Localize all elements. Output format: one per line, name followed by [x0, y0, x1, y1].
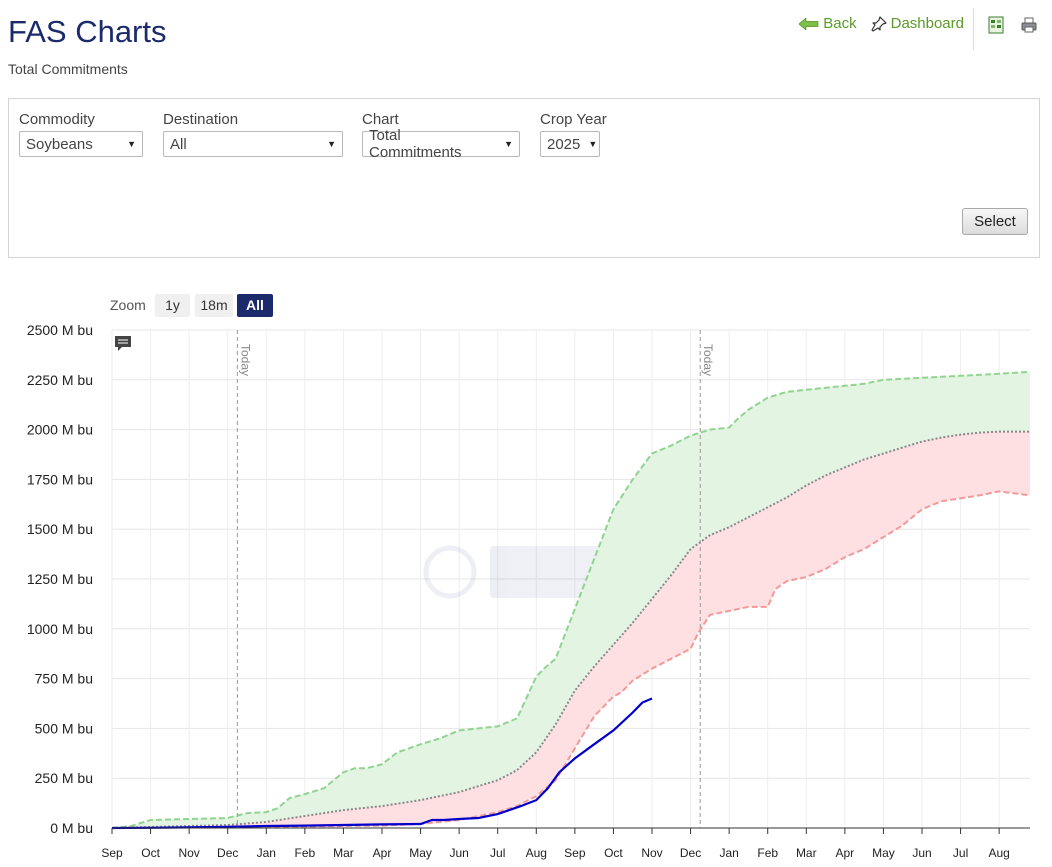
crop-year-value: 2025: [547, 135, 581, 153]
y-tick-label: 0 M bu: [50, 820, 93, 836]
page-title: FAS Charts: [8, 14, 167, 49]
current-series-line: [111, 697, 653, 830]
zoom-label: Zoom: [110, 297, 146, 313]
x-tick-label: May: [872, 846, 895, 860]
destination-field: Destination All ▼: [163, 111, 343, 157]
x-tick-label: Jul: [490, 846, 505, 860]
back-arrow-icon: [799, 17, 819, 30]
x-tick-label: Nov: [641, 846, 662, 860]
today-marker-label: Today: [238, 344, 252, 376]
crop-year-label: Crop Year: [540, 111, 607, 128]
x-tick-label: Oct: [141, 846, 160, 860]
commodity-label: Commodity: [19, 111, 95, 128]
destination-label: Destination: [163, 111, 239, 128]
x-tick-label: Jun: [912, 846, 931, 860]
chart-type-label: Chart: [362, 111, 399, 128]
commodity-field: Commodity Soybeans ▼: [19, 111, 143, 157]
min-series-line: [111, 490, 1031, 829]
y-tick-label: 2500 M bu: [27, 322, 93, 338]
crop-year-select[interactable]: 2025 ▼: [540, 131, 600, 157]
commodity-value: Soybeans: [26, 135, 93, 153]
chart-type-field: Chart Total Commitments ▼: [362, 111, 520, 161]
x-tick-label: Feb: [295, 846, 316, 860]
y-tick-label: 1750 M bu: [27, 471, 93, 487]
caret-down-icon: ▼: [504, 139, 513, 149]
destination-select[interactable]: All ▼: [163, 131, 343, 157]
chart-type-value: Total Commitments: [369, 127, 462, 161]
x-tick-label: Sep: [564, 846, 586, 860]
x-tick-label: Feb: [757, 846, 778, 860]
y-tick-label: 2250 M bu: [27, 372, 93, 388]
zoom-option-label: All: [246, 297, 264, 313]
zoom-1y-button[interactable]: 1y: [155, 294, 190, 317]
x-tick-label: Nov: [178, 846, 199, 860]
y-tick-label: 1500 M bu: [27, 521, 93, 537]
nav-divider: [973, 8, 974, 50]
x-tick-label: Aug: [526, 846, 547, 860]
print-icon[interactable]: [1020, 16, 1038, 34]
y-tick-label: 2000 M bu: [27, 422, 93, 438]
today-marker-label: Today: [701, 344, 715, 376]
caret-down-icon: ▼: [327, 139, 336, 149]
commodity-select[interactable]: Soybeans ▼: [19, 131, 143, 157]
select-button[interactable]: Select: [962, 208, 1028, 235]
x-tick-label: Mar: [333, 846, 354, 860]
back-link[interactable]: Back: [799, 15, 857, 32]
y-tick-label: 750 M bu: [35, 671, 93, 687]
zoom-18m-button[interactable]: 18m: [195, 294, 233, 317]
x-tick-label: Jan: [257, 846, 276, 860]
dashboard-link[interactable]: Dashboard: [871, 15, 964, 32]
chart-type-select[interactable]: Total Commitments ▼: [362, 127, 520, 161]
x-tick-label: Oct: [604, 846, 623, 860]
pin-icon: [871, 15, 887, 32]
commitments-chart: Zoom 1y 18m All 0 M bu 250 M bu 500 M bu 750 M…: [27, 294, 1031, 860]
x-tick-label: Apr: [836, 846, 855, 860]
dashboard-label: Dashboard: [890, 15, 964, 32]
x-tick-label: Jan: [719, 846, 738, 860]
back-label: Back: [823, 15, 857, 32]
zoom-option-label: 18m: [200, 297, 227, 313]
lower-range-area: [112, 431, 1030, 828]
max-series-line: [111, 370, 1031, 829]
x-tick-label: Mar: [796, 846, 817, 860]
caret-down-icon: ▼: [127, 139, 136, 149]
y-tick-label: 1250 M bu: [27, 571, 93, 587]
y-tick-label: 1000 M bu: [27, 621, 93, 637]
x-tick-label: Dec: [217, 846, 238, 860]
x-tick-label: Jul: [953, 846, 968, 860]
zoom-option-label: 1y: [165, 297, 180, 313]
y-tick-label: 500 M bu: [35, 720, 93, 736]
upper-range-area: [112, 371, 1030, 828]
x-tick-label: Apr: [373, 846, 392, 860]
filter-panel: Commodity Soybeans ▼ Destination All ▼ Cha…: [8, 98, 1040, 258]
zoom-all-button[interactable]: All: [237, 294, 273, 317]
page-subtitle: Total Commitments: [8, 61, 128, 77]
x-tick-label: Jun: [449, 846, 468, 860]
x-tick-label: Sep: [101, 846, 123, 860]
destination-value: All: [170, 135, 187, 153]
top-nav: Back Dashboard: [799, 15, 964, 32]
y-tick-label: 250 M bu: [35, 770, 93, 786]
x-tick-label: May: [409, 846, 432, 860]
caret-down-icon: ▼: [588, 139, 598, 149]
crop-year-field: Crop Year 2025 ▼: [540, 111, 607, 157]
x-tick-label: Dec: [680, 846, 701, 860]
chat-bubble-icon[interactable]: [115, 336, 131, 351]
x-tick-label: Aug: [988, 846, 1009, 860]
excel-icon[interactable]: [987, 16, 1005, 34]
